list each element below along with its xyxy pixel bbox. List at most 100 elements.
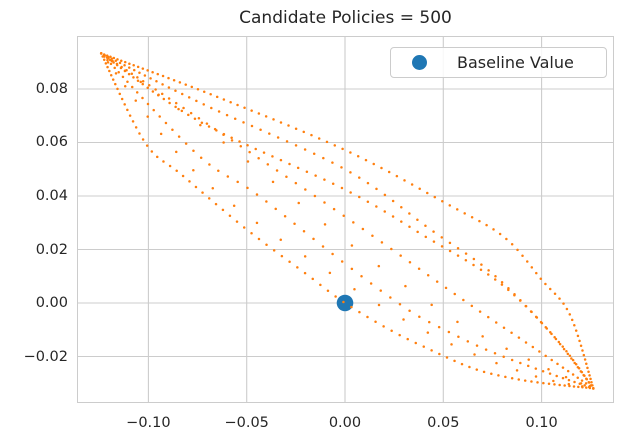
- candidate-policy-point: [113, 66, 116, 70]
- candidate-policy-point: [189, 111, 193, 115]
- candidate-policy-point: [264, 115, 268, 118]
- legend-baseline-marker-icon: [412, 55, 427, 70]
- candidate-policy-point: [155, 155, 159, 159]
- candidate-policy-point: [535, 271, 538, 275]
- candidate-policy-point: [161, 83, 164, 86]
- candidate-policy-point: [538, 350, 541, 353]
- candidate-policy-point: [493, 278, 497, 281]
- candidate-policy-point: [207, 197, 211, 200]
- candidate-policy-point: [162, 160, 165, 163]
- candidate-policy-point: [558, 342, 562, 346]
- candidate-policy-point: [236, 180, 239, 184]
- candidate-policy-point: [128, 62, 131, 65]
- candidate-policy-point: [141, 82, 144, 86]
- candidate-policy-point: [192, 169, 195, 172]
- candidate-policy-point: [304, 188, 307, 191]
- candidate-policy-point: [188, 180, 191, 183]
- candidate-policy-point: [221, 208, 225, 212]
- candidate-policy-point: [242, 226, 246, 229]
- candidate-policy-point: [195, 99, 198, 103]
- candidate-policy-point: [424, 235, 428, 239]
- candidate-policy-point: [473, 353, 476, 356]
- candidate-policy-point: [571, 358, 575, 362]
- candidate-policy-point: [171, 128, 174, 131]
- candidate-policy-point: [432, 240, 436, 243]
- candidate-policy-point: [572, 385, 576, 388]
- candidate-policy-point: [350, 244, 354, 247]
- candidate-policy-point: [482, 370, 486, 374]
- candidate-policy-point: [120, 65, 123, 69]
- candidate-policy-point: [592, 387, 595, 390]
- candidate-policy-point: [349, 191, 352, 194]
- candidate-policy-point: [364, 158, 368, 162]
- candidate-policy-point: [478, 219, 481, 223]
- candidate-policy-point: [333, 144, 337, 147]
- candidate-policy-point: [246, 186, 249, 190]
- candidate-policy-point: [296, 166, 300, 170]
- candidate-policy-point: [141, 138, 145, 141]
- candidate-policy-point: [544, 326, 548, 329]
- candidate-policy-point: [255, 221, 259, 225]
- candidate-policy-point: [519, 361, 522, 365]
- candidate-policy-point: [422, 345, 425, 348]
- candidate-policy-point: [151, 70, 154, 74]
- candidate-policy-point: [395, 174, 399, 178]
- candidate-policy-point: [558, 297, 561, 300]
- candidate-policy-point: [158, 115, 161, 118]
- candidate-policy-point: [417, 267, 421, 271]
- candidate-policy-point: [106, 58, 109, 62]
- candidate-policy-point: [350, 267, 354, 271]
- candidate-policy-point: [424, 224, 427, 228]
- candidate-policy-point: [581, 349, 584, 352]
- candidate-policy-point: [408, 309, 411, 312]
- candidate-policy-point: [463, 212, 466, 215]
- candidate-policy-point: [331, 161, 334, 164]
- x-tick-label: 0.00: [328, 415, 362, 431]
- candidate-policy-point: [470, 215, 474, 219]
- candidate-policy-point: [583, 384, 586, 387]
- candidate-policy-point: [302, 130, 305, 134]
- candidate-policy-point: [440, 236, 443, 239]
- candidate-policy-point: [517, 378, 521, 381]
- candidate-policy-point: [225, 113, 229, 117]
- candidate-policy-point: [428, 320, 431, 324]
- candidate-policy-point: [534, 367, 538, 370]
- candidate-policy-point: [199, 156, 203, 159]
- candidate-policy-point: [456, 246, 460, 250]
- candidate-policy-point: [494, 321, 498, 324]
- candidate-policy-point: [114, 59, 118, 63]
- candidate-policy-point: [132, 76, 135, 79]
- candidate-policy-point: [246, 160, 250, 163]
- candidate-policy-point: [175, 150, 178, 154]
- candidate-policy-point: [571, 373, 575, 376]
- candidate-policy-point: [432, 230, 435, 233]
- legend: Baseline Value: [390, 47, 607, 78]
- candidate-policy-point: [502, 355, 505, 358]
- candidate-policy-point: [130, 85, 134, 89]
- candidate-policy-point: [453, 359, 456, 363]
- candidate-policy-point: [123, 60, 127, 64]
- candidate-policy-point: [159, 132, 163, 136]
- candidate-policy-point: [430, 303, 433, 307]
- candidate-policy-point: [131, 120, 135, 123]
- candidate-policy-point: [323, 178, 326, 181]
- candidate-policy-point: [114, 82, 117, 86]
- candidate-policy-point: [530, 380, 533, 383]
- candidate-policy-point: [530, 266, 534, 269]
- candidate-policy-point: [211, 187, 215, 190]
- candidate-policy-point: [248, 150, 251, 154]
- candidate-policy-point: [128, 114, 132, 117]
- candidate-policy-point: [328, 271, 332, 275]
- candidate-policy-point: [121, 75, 125, 79]
- candidate-policy-point: [358, 176, 361, 179]
- candidate-policy-point: [380, 166, 383, 170]
- candidate-policy-point: [187, 96, 191, 99]
- candidate-policy-point: [523, 379, 527, 382]
- candidate-policy-point: [276, 136, 280, 139]
- candidate-policy-point: [371, 234, 374, 237]
- candidate-policy-point: [319, 283, 322, 287]
- candidate-policy-point: [222, 133, 225, 136]
- candidate-policy-point: [174, 101, 178, 105]
- candidate-policy-point: [414, 341, 418, 345]
- candidate-policy-point: [408, 261, 412, 264]
